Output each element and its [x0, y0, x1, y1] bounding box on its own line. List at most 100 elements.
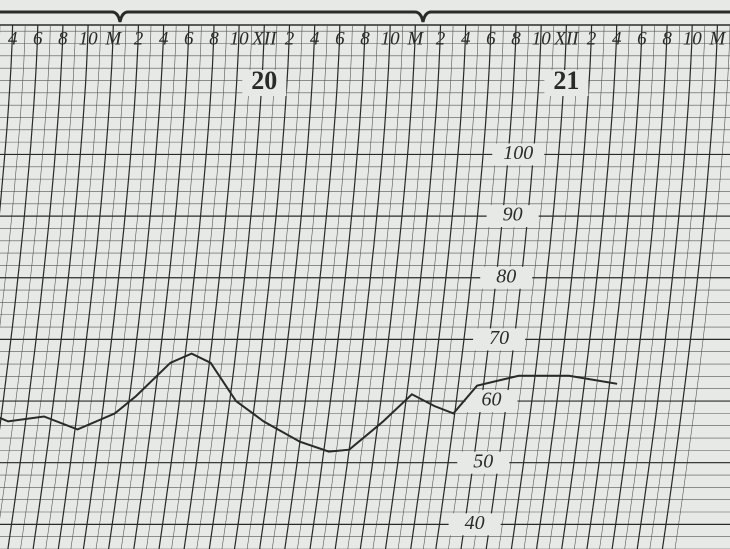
x-grid-line	[510, 24, 567, 549]
label-bg	[492, 143, 545, 166]
x-grid-line	[82, 24, 139, 549]
minor-grid	[246, 24, 303, 549]
x-grid-line	[183, 24, 240, 549]
temperature-line	[0, 352, 618, 453]
minor-grid	[473, 24, 529, 549]
minor-grid	[649, 24, 706, 549]
x-tick-label: 8	[209, 28, 219, 49]
x-tick-label: 10	[532, 28, 552, 49]
minor-grid	[448, 24, 504, 549]
x-tick-label: 4	[612, 28, 622, 49]
x-tick-label: 2	[134, 28, 144, 49]
x-grid-line	[32, 24, 89, 549]
y-tick-label: 80	[496, 265, 516, 287]
minor-grid	[70, 24, 127, 549]
x-tick-label: 4	[310, 28, 320, 49]
x-grid-line	[0, 24, 14, 215]
y-tick-label: 60	[481, 389, 501, 411]
day-label: 21	[553, 66, 579, 95]
label-bg	[465, 390, 518, 413]
minor-grid	[523, 24, 580, 549]
x-grid-line	[7, 24, 64, 549]
x-grid-line	[334, 24, 391, 549]
x-grid-line	[284, 24, 341, 549]
x-tick-label: XII	[251, 28, 278, 49]
x-grid-line	[460, 24, 517, 549]
x-tick-label: 6	[33, 28, 43, 49]
x-tick-label: 6	[335, 28, 345, 49]
label-bg	[473, 328, 526, 351]
x-grid-line	[259, 24, 316, 549]
x-grid-line	[485, 24, 542, 549]
x-grid-line	[611, 24, 668, 549]
minor-grid	[45, 24, 101, 549]
x-tick-label: XII	[553, 28, 580, 49]
minor-grid	[221, 24, 278, 549]
x-grid-line	[410, 24, 467, 549]
label-bg	[480, 266, 533, 289]
x-tick-label: 10	[79, 28, 99, 49]
minor-grid	[171, 24, 227, 549]
x-tick-label: M	[708, 28, 726, 49]
x-grid-line	[435, 24, 492, 549]
x-tick-label: 8	[662, 28, 672, 49]
x-tick-label: 10	[381, 28, 401, 49]
x-tick-label: 2	[587, 28, 597, 49]
x-tick-label: M	[406, 28, 424, 49]
x-grid-line	[384, 24, 442, 549]
x-tick-label: 2	[436, 28, 446, 49]
x-tick-label: 4	[159, 28, 169, 49]
label-bg	[242, 70, 287, 96]
x-grid-line	[661, 24, 718, 549]
x-tick-label: M	[104, 28, 122, 49]
x-tick-label: 8	[58, 28, 68, 49]
x-tick-label: 8	[360, 28, 370, 49]
x-tick-label: 10	[230, 28, 250, 49]
x-grid-line	[208, 24, 265, 549]
x-grid-line	[586, 24, 643, 549]
y-tick-label: 90	[503, 204, 523, 226]
minor-grid	[322, 24, 378, 549]
minor-grid	[271, 24, 328, 549]
x-tick-label: 2	[285, 28, 295, 49]
minor-grid	[574, 24, 630, 549]
x-tick-label: 6	[486, 28, 496, 49]
x-tick-label: 10	[683, 28, 703, 49]
x-tick-label: 6	[637, 28, 647, 49]
x-grid-line	[158, 24, 215, 549]
x-tick-label: 4	[461, 28, 471, 49]
minor-grid	[624, 24, 680, 549]
day-label: 20	[251, 66, 277, 95]
minor-grid	[423, 24, 479, 549]
minor-grid	[146, 24, 202, 549]
x-grid-line	[133, 24, 190, 549]
label-bg	[544, 70, 589, 96]
x-grid-line	[233, 24, 291, 549]
minor-grid	[0, 24, 51, 519]
minor-grid	[347, 24, 404, 549]
minor-grid	[548, 24, 605, 549]
y-tick-label: 70	[489, 327, 509, 349]
x-grid-line	[0, 24, 39, 431]
label-bg	[486, 205, 539, 228]
x-grid-line	[108, 24, 165, 549]
x-grid-line	[309, 24, 366, 549]
y-tick-label: 40	[465, 512, 485, 534]
x-grid-line	[359, 24, 416, 549]
x-grid-line	[636, 24, 693, 549]
minor-grid	[674, 24, 730, 549]
x-grid-line	[57, 24, 114, 549]
minor-grid	[397, 24, 454, 549]
header-brace	[0, 10, 730, 23]
minor-grid	[599, 24, 655, 549]
minor-grid	[120, 24, 177, 549]
x-grid-line	[561, 24, 618, 549]
y-tick-label: 50	[473, 450, 493, 472]
minor-grid	[20, 24, 76, 549]
label-bg	[457, 451, 510, 474]
minor-grid	[297, 24, 353, 549]
x-tick-label: 4	[8, 28, 18, 49]
minor-grid	[196, 24, 252, 549]
